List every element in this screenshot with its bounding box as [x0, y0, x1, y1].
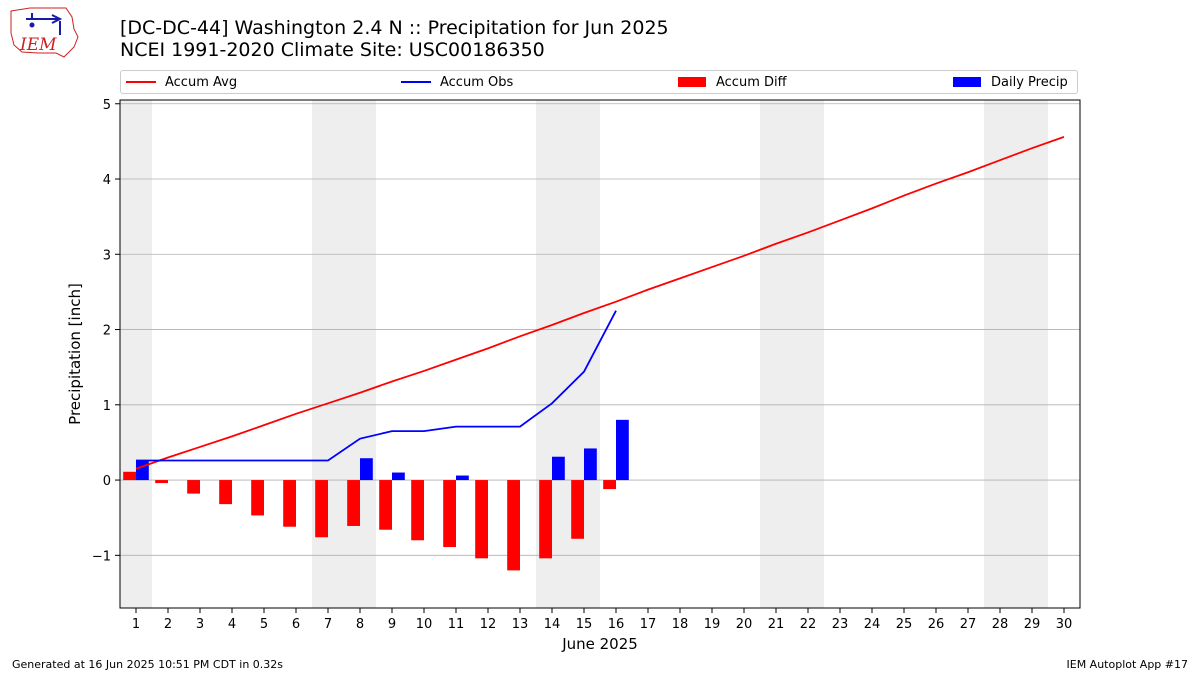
y-tick-label: 1: [103, 399, 111, 414]
daily-precip-bar: [616, 419, 629, 481]
x-tick-label: 25: [896, 617, 913, 632]
legend-swatch: [953, 77, 981, 87]
weekend-shade: [760, 100, 824, 608]
legend-label: Daily Precip: [991, 74, 1068, 90]
accum-diff-bar: [507, 480, 520, 571]
accum-diff-bar: [123, 471, 136, 481]
accum-diff-bar: [283, 480, 296, 527]
daily-precip-bar: [360, 458, 373, 481]
x-tick-label: 7: [324, 617, 332, 632]
generated-timestamp: Generated at 16 Jun 2025 10:51 PM CDT in…: [12, 658, 284, 671]
legend-label: Accum Avg: [165, 74, 238, 90]
legend-swatch: [678, 77, 706, 87]
legend-item-accum-avg: Accum Avg: [126, 71, 237, 93]
y-tick-label: 2: [103, 324, 111, 339]
x-axis-label: June 2025: [561, 635, 638, 653]
x-tick-label: 9: [388, 617, 396, 632]
accum-diff-bar: [251, 480, 264, 516]
y-tick-label: 0: [103, 474, 111, 489]
y-tick-label: 4: [103, 173, 111, 188]
accum-obs-line: [136, 310, 617, 462]
legend-label: Accum Obs: [440, 74, 514, 90]
accum-diff-bar: [315, 480, 328, 538]
accum-diff-bar: [411, 480, 424, 541]
legend-item-accum-obs: Accum Obs: [401, 71, 513, 93]
plot-frame: [119, 99, 1081, 609]
x-tick-label: 22: [800, 617, 817, 632]
y-tick-label: −1: [92, 549, 111, 564]
accum-diff-bar: [187, 480, 200, 494]
x-tick-label: 30: [1056, 617, 1073, 632]
x-tick-label: 15: [576, 617, 593, 632]
legend-item-accum-diff: Accum Diff: [678, 71, 787, 93]
legend-swatch: [401, 81, 431, 83]
accum-diff-bar: [219, 480, 232, 505]
x-tick-label: 6: [292, 617, 300, 632]
chart-subtitle: NCEI 1991-2020 Climate Site: USC00186350: [120, 39, 545, 61]
logo-text: IEM: [19, 35, 57, 55]
x-tick-label: 14: [544, 617, 561, 632]
accum-avg-line: [135, 136, 1065, 470]
accum-diff-bar: [155, 480, 168, 484]
x-tick-label: 29: [1024, 617, 1041, 632]
x-tick-label: 3: [196, 617, 204, 632]
legend-label: Accum Diff: [716, 74, 787, 90]
weekend-shade: [120, 100, 152, 608]
x-tick-label: 2: [164, 617, 172, 632]
x-tick-label: 11: [448, 617, 465, 632]
daily-precip-bar: [584, 448, 597, 481]
y-tick-label: 5: [103, 98, 111, 113]
x-tick-label: 21: [768, 617, 785, 632]
x-tick-label: 10: [416, 617, 433, 632]
x-tick-label: 23: [832, 617, 849, 632]
app-credit: IEM Autoplot App #17: [1066, 658, 1189, 671]
x-tick-label: 24: [864, 617, 881, 632]
weather-station-icon: [26, 13, 63, 24]
chart-legend: Accum Avg Accum Obs Accum Diff Daily Pre…: [120, 70, 1078, 94]
accum-diff-bar: [443, 480, 456, 548]
daily-precip-bar: [136, 460, 149, 481]
legend-swatch: [126, 81, 156, 83]
iem-logo: IEM: [10, 7, 79, 58]
state-outline-icon: [10, 7, 79, 58]
x-tick-label: 16: [608, 617, 625, 632]
x-tick-label: 13: [512, 617, 529, 632]
x-tick-label: 17: [640, 617, 657, 632]
accum-diff-bar: [379, 480, 392, 530]
chart-title: [DC-DC-44] Washington 2.4 N :: Precipita…: [120, 17, 669, 39]
daily-precip-bar: [392, 472, 405, 481]
accum-diff-bar: [571, 480, 584, 539]
x-tick-label: 27: [960, 617, 977, 632]
x-tick-label: 20: [736, 617, 753, 632]
x-tick-label: 12: [480, 617, 497, 632]
x-tick-label: 26: [928, 617, 945, 632]
weekend-shade: [984, 100, 1048, 608]
x-tick-label: 1: [132, 617, 140, 632]
accum-diff-bar: [539, 480, 552, 559]
accum-diff-bar: [347, 480, 360, 526]
legend-item-daily-precip: Daily Precip: [953, 71, 1068, 93]
y-axis-label: Precipitation [inch]: [66, 283, 84, 425]
x-tick-label: 28: [992, 617, 1009, 632]
x-tick-label: 8: [356, 617, 364, 632]
daily-precip-bar: [552, 456, 565, 481]
accum-diff-bar: [475, 480, 488, 559]
x-tick-label: 4: [228, 617, 236, 632]
accum-diff-bar: [603, 480, 616, 490]
daily-precip-bar: [456, 475, 469, 481]
x-tick-label: 19: [704, 617, 721, 632]
x-tick-label: 5: [260, 617, 268, 632]
x-tick-label: 18: [672, 617, 689, 632]
y-tick-label: 3: [103, 248, 111, 263]
